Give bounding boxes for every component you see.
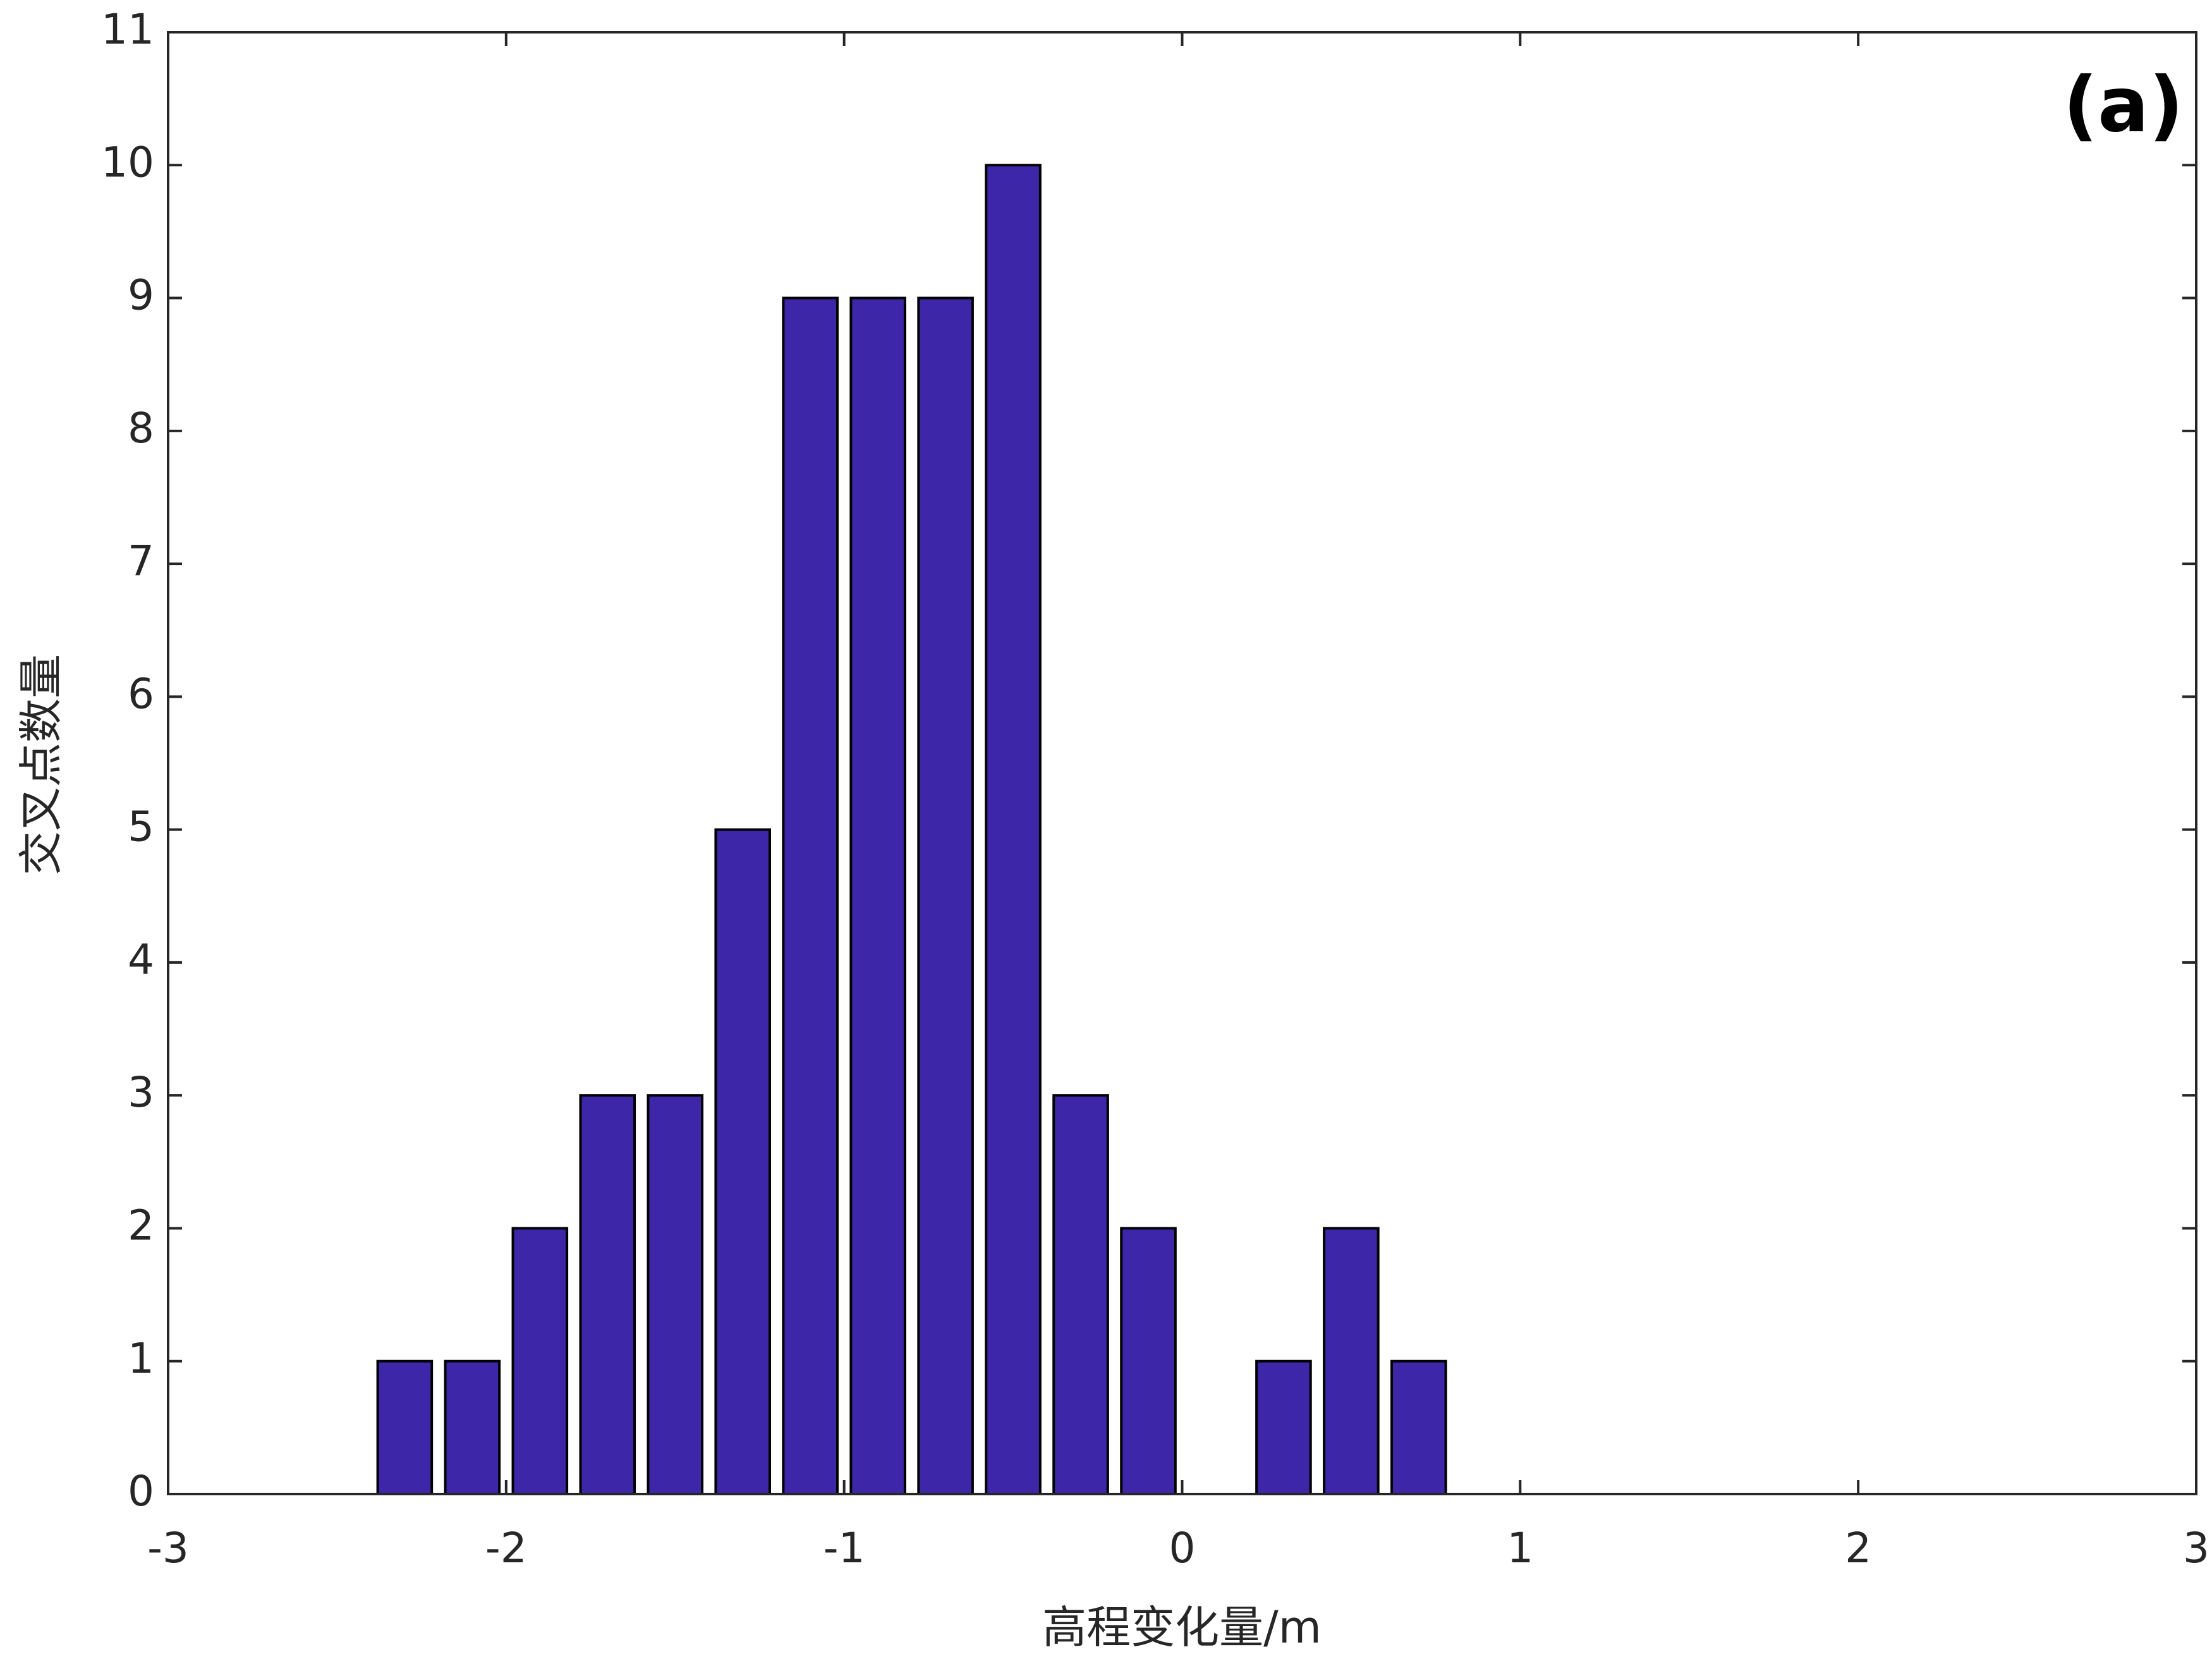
bar — [917, 296, 974, 1496]
y-tick-label: 6 — [128, 669, 154, 718]
bar — [1120, 1227, 1177, 1496]
bar — [511, 1227, 569, 1496]
y-tick-label: 3 — [128, 1068, 154, 1117]
bar — [782, 296, 839, 1496]
bar — [1255, 1359, 1312, 1496]
y-axis-title: 交叉点数量 — [15, 654, 67, 875]
x-tick-label: -2 — [485, 1524, 527, 1572]
y-tick-label: 10 — [101, 138, 154, 186]
x-axis-title: 高程变化量/m — [1042, 1601, 1322, 1653]
x-tick-label: 2 — [1845, 1524, 1871, 1572]
x-tick-label: 3 — [2183, 1524, 2209, 1572]
bar — [1390, 1359, 1447, 1496]
x-tick-label: 1 — [1507, 1524, 1533, 1572]
y-tick-label: 0 — [128, 1467, 154, 1516]
y-tick-label: 4 — [128, 935, 154, 984]
x-tick-label: 0 — [1169, 1524, 1196, 1572]
bar — [376, 1359, 434, 1496]
y-tick-label: 2 — [128, 1201, 154, 1250]
y-tick-label: 1 — [128, 1334, 154, 1383]
x-tick-label: -1 — [823, 1524, 865, 1572]
bar — [985, 164, 1042, 1496]
bar — [849, 296, 906, 1496]
y-tick-label: 11 — [101, 5, 154, 54]
bar — [444, 1359, 501, 1496]
y-tick-label: 8 — [128, 404, 154, 453]
bar — [579, 1094, 636, 1495]
y-tick-label: 9 — [128, 271, 154, 320]
panel-label: (a) — [2063, 62, 2184, 150]
bar — [647, 1094, 704, 1495]
bar — [1323, 1227, 1380, 1496]
x-tick-label: -3 — [147, 1524, 189, 1572]
bar — [714, 828, 772, 1495]
y-tick-label: 7 — [128, 537, 154, 585]
plot-frame — [167, 31, 2197, 1495]
bar — [1052, 1094, 1109, 1495]
y-tick-label: 5 — [128, 803, 154, 851]
